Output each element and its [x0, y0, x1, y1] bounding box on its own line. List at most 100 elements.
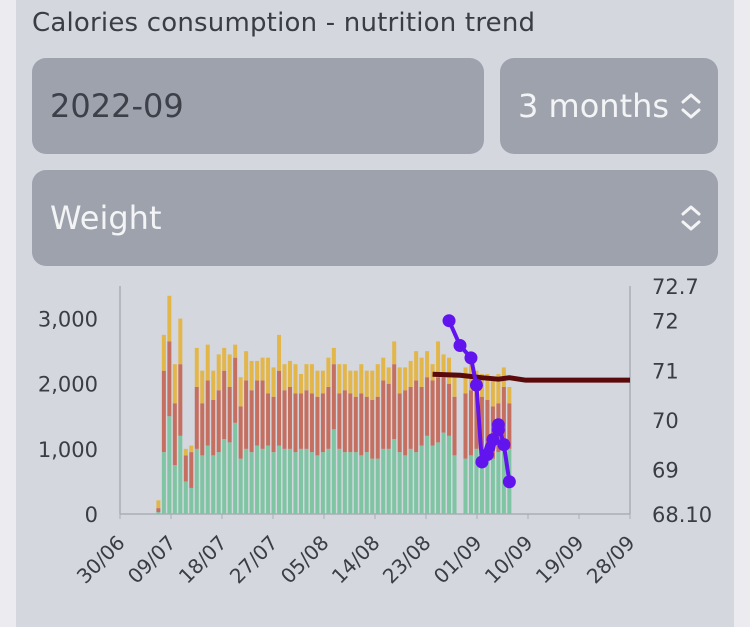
bar-fat — [430, 380, 435, 446]
bar-protein — [167, 416, 172, 514]
month-input[interactable]: 2022-09 — [32, 58, 484, 154]
bar-protein — [381, 448, 386, 514]
x-tick-label: 05/08 — [276, 531, 334, 589]
range-select-value: 3 months — [518, 87, 670, 125]
bar-protein — [447, 435, 452, 514]
range-select[interactable]: 3 months — [500, 58, 718, 154]
bar-protein — [430, 445, 435, 514]
bar-carbs — [436, 341, 441, 378]
bar-fat — [474, 390, 479, 449]
bar-carbs — [485, 373, 490, 400]
bar-carbs — [304, 364, 309, 391]
bar-protein — [298, 448, 303, 514]
bar-protein — [216, 452, 221, 514]
x-tick-label: 14/08 — [327, 531, 385, 589]
y-right-tick-label: 70 — [652, 409, 679, 433]
bar-fat — [233, 357, 238, 423]
bar-carbs — [320, 370, 325, 394]
bar-protein — [200, 455, 205, 514]
bar-carbs — [326, 357, 331, 387]
bar-protein — [194, 448, 199, 514]
bar-carbs — [244, 351, 249, 381]
bar-fat — [194, 386, 199, 449]
bar-fat — [304, 390, 309, 449]
bar-fat — [419, 386, 424, 446]
bar-carbs — [309, 364, 314, 394]
bar-carbs — [222, 347, 227, 371]
bar-carbs — [359, 364, 364, 394]
bar-protein — [288, 448, 292, 514]
x-tick-label: 27/07 — [225, 531, 283, 589]
bar-carbs — [200, 370, 205, 404]
bar-protein — [320, 452, 325, 514]
x-tick-label: 19/09 — [531, 531, 589, 589]
bar-fat — [172, 403, 177, 466]
bar-protein — [233, 422, 238, 514]
card-title: Calories consumption - nutrition trend — [32, 8, 536, 38]
x-tick-label: 01/09 — [429, 531, 487, 589]
y-right-tick-label: 69 — [652, 458, 679, 482]
bar-protein — [249, 452, 254, 514]
bar-protein — [337, 448, 342, 514]
bar-fat — [161, 370, 166, 453]
bar-carbs — [353, 370, 358, 397]
bar-protein — [474, 448, 479, 514]
bar-protein — [293, 452, 298, 514]
bar-protein — [178, 435, 183, 514]
bar-fat — [353, 396, 358, 453]
bar-fat — [222, 370, 227, 440]
bar-carbs — [211, 370, 216, 400]
bar-fat — [255, 380, 260, 446]
bar-fat — [485, 400, 490, 453]
bar-fat — [282, 390, 287, 449]
metric-select-value: Weight — [50, 199, 162, 237]
weight-point — [491, 423, 505, 437]
bar-fat — [348, 393, 353, 453]
bar-fat — [425, 377, 430, 436]
weight-point — [502, 475, 516, 489]
weight-point — [453, 338, 467, 352]
metric-select[interactable]: Weight — [32, 170, 718, 266]
bar-protein — [309, 452, 314, 514]
bar-protein — [490, 458, 495, 514]
bar-carbs — [233, 344, 238, 358]
bar-protein — [277, 445, 282, 514]
bar-fat — [293, 393, 298, 453]
chevron-up-down-icon — [681, 205, 701, 231]
y-right-tick-label: 71 — [652, 359, 679, 383]
y-left-tick-label: 0 — [85, 503, 98, 527]
bar-protein — [266, 445, 271, 514]
bar-fat — [244, 380, 249, 449]
y-left-tick-label: 1,000 — [38, 438, 98, 462]
bar-carbs — [441, 354, 446, 378]
bar-fat — [167, 341, 172, 417]
bar-fat — [277, 370, 282, 446]
bar-fat — [249, 390, 254, 453]
bar-fat — [342, 390, 347, 453]
bar-protein — [205, 445, 210, 514]
bar-fat — [205, 380, 210, 446]
y-left-tick-label: 3,000 — [38, 308, 98, 332]
bar-carbs — [288, 360, 292, 387]
weight-trend-line — [432, 371, 630, 383]
bar-carbs — [496, 373, 501, 404]
bar-protein — [238, 458, 243, 514]
bar-fat — [216, 390, 221, 453]
bar-carbs — [342, 364, 347, 391]
bar-protein — [189, 487, 194, 514]
weight-point — [486, 433, 500, 447]
bar-fat — [320, 393, 325, 453]
bar-fat — [375, 396, 380, 459]
bar-protein — [496, 452, 501, 514]
bar-carbs — [331, 347, 336, 365]
bar-carbs — [375, 364, 380, 397]
bar-carbs — [205, 344, 210, 381]
bar-carbs — [227, 354, 232, 387]
bar-protein — [468, 455, 473, 514]
bar-protein — [255, 445, 260, 514]
bar-protein — [463, 458, 468, 514]
bar-protein — [326, 448, 331, 514]
bar-protein — [425, 435, 430, 514]
bar-fat — [447, 383, 452, 436]
bar-carbs — [266, 357, 271, 394]
